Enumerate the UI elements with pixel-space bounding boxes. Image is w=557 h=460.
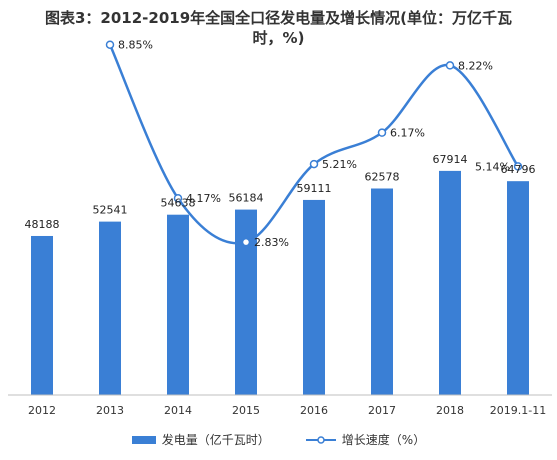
x-tick-label: 2015 <box>232 404 260 417</box>
growth-value-label: 5.14% <box>475 160 510 173</box>
legend-line-swatch <box>305 435 336 444</box>
growth-point-2014 <box>173 193 183 203</box>
x-tick-label: 2019.1-11 <box>490 404 546 417</box>
growth-point-2016 <box>309 159 319 169</box>
x-tick-label: 2014 <box>164 404 192 417</box>
growth-value-label: 6.17% <box>390 127 425 140</box>
labels-layer: 48188 52541 54638 56184 59111 62578 67914 64796… <box>25 39 536 249</box>
growth-value-label: 4.17% <box>186 192 221 205</box>
bar-value-label: 67914 <box>433 153 468 166</box>
x-tick-label: 2018 <box>436 404 464 417</box>
growth-point-2017 <box>377 128 387 137</box>
growth-value-label: 5.21% <box>322 158 357 171</box>
bar-2019.1-11 <box>507 181 529 395</box>
growth-value-label: 2.83% <box>254 236 289 249</box>
bar-value-label: 48188 <box>25 218 60 231</box>
legend-item-line: 增长速度（%） <box>305 431 426 448</box>
x-tick-label: 2017 <box>368 404 396 417</box>
bar-value-label: 56184 <box>229 192 264 205</box>
bar-2015 <box>235 209 257 395</box>
growth-value-label: 8.22% <box>458 59 493 72</box>
bar-2017 <box>371 188 393 395</box>
bar-2014 <box>167 214 189 395</box>
growth-point-2013 <box>105 40 115 49</box>
growth-value-label: 8.85% <box>118 39 153 52</box>
legend: 发电量（亿千瓦时） 增长速度（%） <box>0 431 557 448</box>
bars-layer <box>31 170 529 395</box>
x-tick-labels: 2012 2013 2014 2015 2016 2017 2018 2019.1-11 <box>28 404 546 417</box>
chart-title-line2: 时，%) <box>252 29 305 47</box>
bar-value-label: 59111 <box>297 182 332 195</box>
growth-point-2018 <box>445 61 455 70</box>
x-tick-label: 2012 <box>28 404 56 417</box>
x-tick-label: 2016 <box>300 404 328 417</box>
growth-point-2015 <box>241 237 251 247</box>
x-tick-label: 2013 <box>96 404 124 417</box>
line-layer <box>105 40 523 247</box>
chart-title-line1: 图表3：2012-2019年全国全口径发电量及增长情况(单位：万亿千瓦 <box>44 9 513 27</box>
chart-title: 图表3：2012-2019年全国全口径发电量及增长情况(单位：万亿千瓦 时，%) <box>0 8 557 48</box>
legend-bar-swatch <box>131 435 156 444</box>
bar-value-label: 64796 <box>501 163 536 176</box>
bar-value-label: 54638 <box>161 197 196 210</box>
bar-2012 <box>31 235 53 395</box>
bar-2016 <box>303 199 325 395</box>
bar-2018 <box>439 170 461 395</box>
growth-point-2019.1-11 <box>513 162 523 171</box>
bar-value-label: 62578 <box>365 170 400 183</box>
legend-item-bar: 发电量（亿千瓦时） <box>131 431 270 448</box>
legend-line-label: 增长速度（%） <box>341 433 426 447</box>
bar-2013 <box>99 221 121 395</box>
bar-value-label: 52541 <box>93 204 128 217</box>
legend-bar-label: 发电量（亿千瓦时） <box>161 433 270 447</box>
